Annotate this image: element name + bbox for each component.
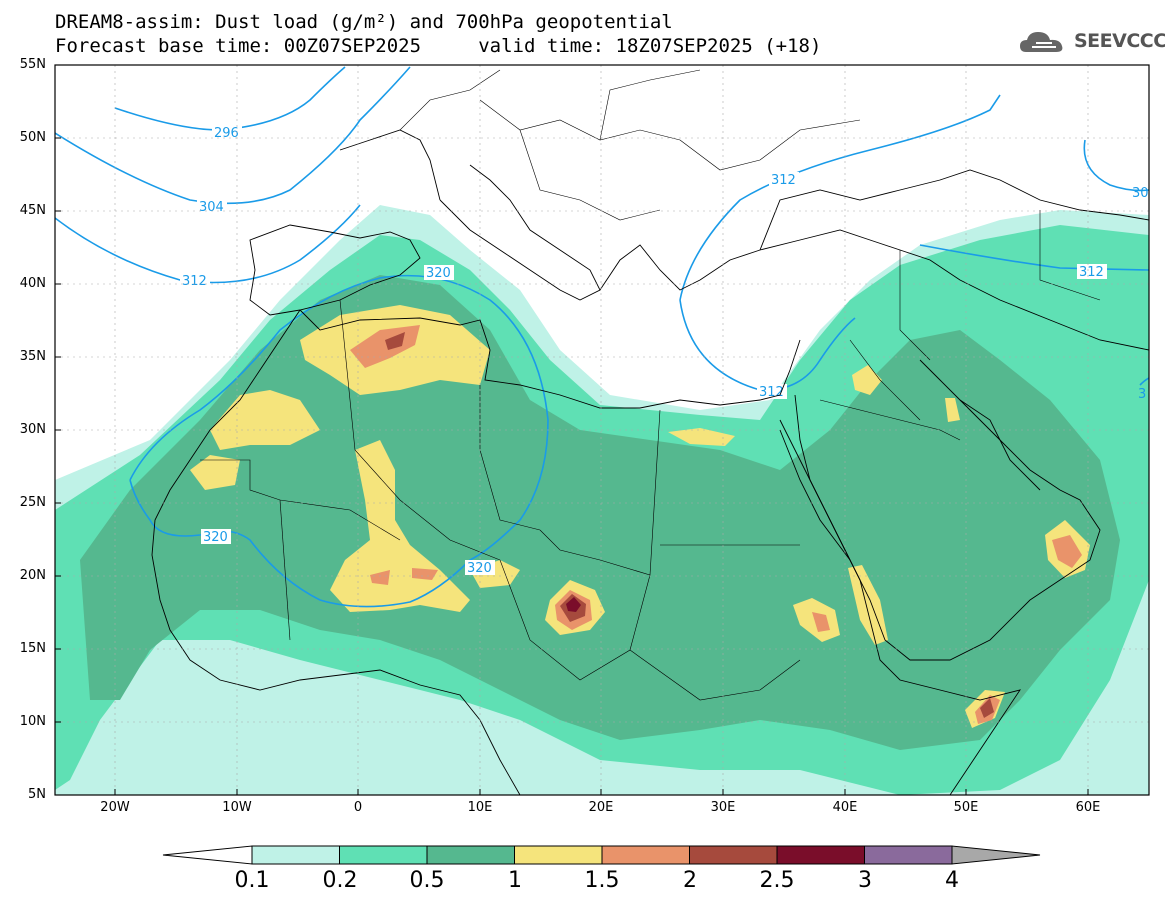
legend-label: 1 [508,868,522,893]
legend-label: 3 [858,868,872,893]
contour-label: 30 [1132,186,1149,201]
lon-label: 10W [222,800,252,815]
dust-area-1 [190,305,1090,728]
lon-label: 20W [100,800,130,815]
contour-label: 304 [199,200,224,215]
chart-title: DREAM8-assim: Dust load (g/m²) and 700hP… [55,11,673,33]
axis-ticks [55,137,1089,795]
legend-color-box [339,845,428,865]
legend-color-box [776,845,865,865]
lon-label: 30E [710,800,736,815]
lon-label: 40E [832,800,858,815]
contour-label: 320 [426,266,451,281]
legend-label: 4 [945,868,959,893]
lon-label: 50E [953,800,979,815]
legend-color-box [864,845,953,865]
contour-label: 312 [771,173,796,188]
legend-label: 2.5 [759,868,795,893]
legend-color-box [689,845,778,865]
lat-label: 35N [19,349,46,364]
contour-label: 3 [1138,387,1146,402]
legend-label: 0.5 [409,868,445,893]
lat-label: 50N [19,130,46,145]
country-borders [200,69,1101,701]
coastlines [151,129,1149,795]
contour-label: 296 [214,126,239,141]
dust-area-0-5 [80,275,1120,750]
contour-labels: 296 304 312 320 320 320 312 312 312 30 3 [180,125,1149,576]
dust-area-2-5 [566,597,581,612]
seevccc-logo-text: SEEVCCC [1074,30,1165,52]
lat-label: 20N [19,568,46,583]
graticule [55,65,1149,795]
lon-label: 0 [353,800,363,815]
contour-label: 312 [759,385,784,400]
legend-color-box [251,845,340,865]
dust-field: 296 304 312 320 320 320 312 312 312 30 3 [55,65,1149,795]
lat-label: 55N [19,57,46,72]
contour-label: 312 [182,274,207,289]
contour-label: 320 [203,530,228,545]
legend-color-box [514,845,603,865]
legend-low-arrow [162,845,253,865]
lat-label: 30N [19,422,46,437]
legend-label: 2 [683,868,697,893]
legend-high-arrow [951,845,1041,865]
lat-label: 5N [28,787,46,802]
legend-label: 0.1 [234,868,270,893]
color-legend [162,845,1041,865]
contour-label: 320 [467,561,492,576]
lat-label: 10N [19,714,46,729]
geopotential-contours [55,66,1149,608]
legend-color-box [426,845,515,865]
lat-label: 25N [19,495,46,510]
legend-color-box [601,845,690,865]
lon-label: 60E [1075,800,1101,815]
cloud-icon [1020,32,1063,52]
legend-label: 1.5 [584,868,620,893]
contour-label: 312 [1079,265,1104,280]
lat-label: 40N [19,276,46,291]
legend-label: 0.2 [322,868,358,893]
lon-label: 20E [588,800,614,815]
lat-label: 15N [19,641,46,656]
forecast-time-subtitle: Forecast base time: 00Z07SEP2025 valid t… [55,35,822,57]
legend-boxes [251,845,953,865]
lat-label: 45N [19,203,46,218]
lon-label: 10E [467,800,493,815]
